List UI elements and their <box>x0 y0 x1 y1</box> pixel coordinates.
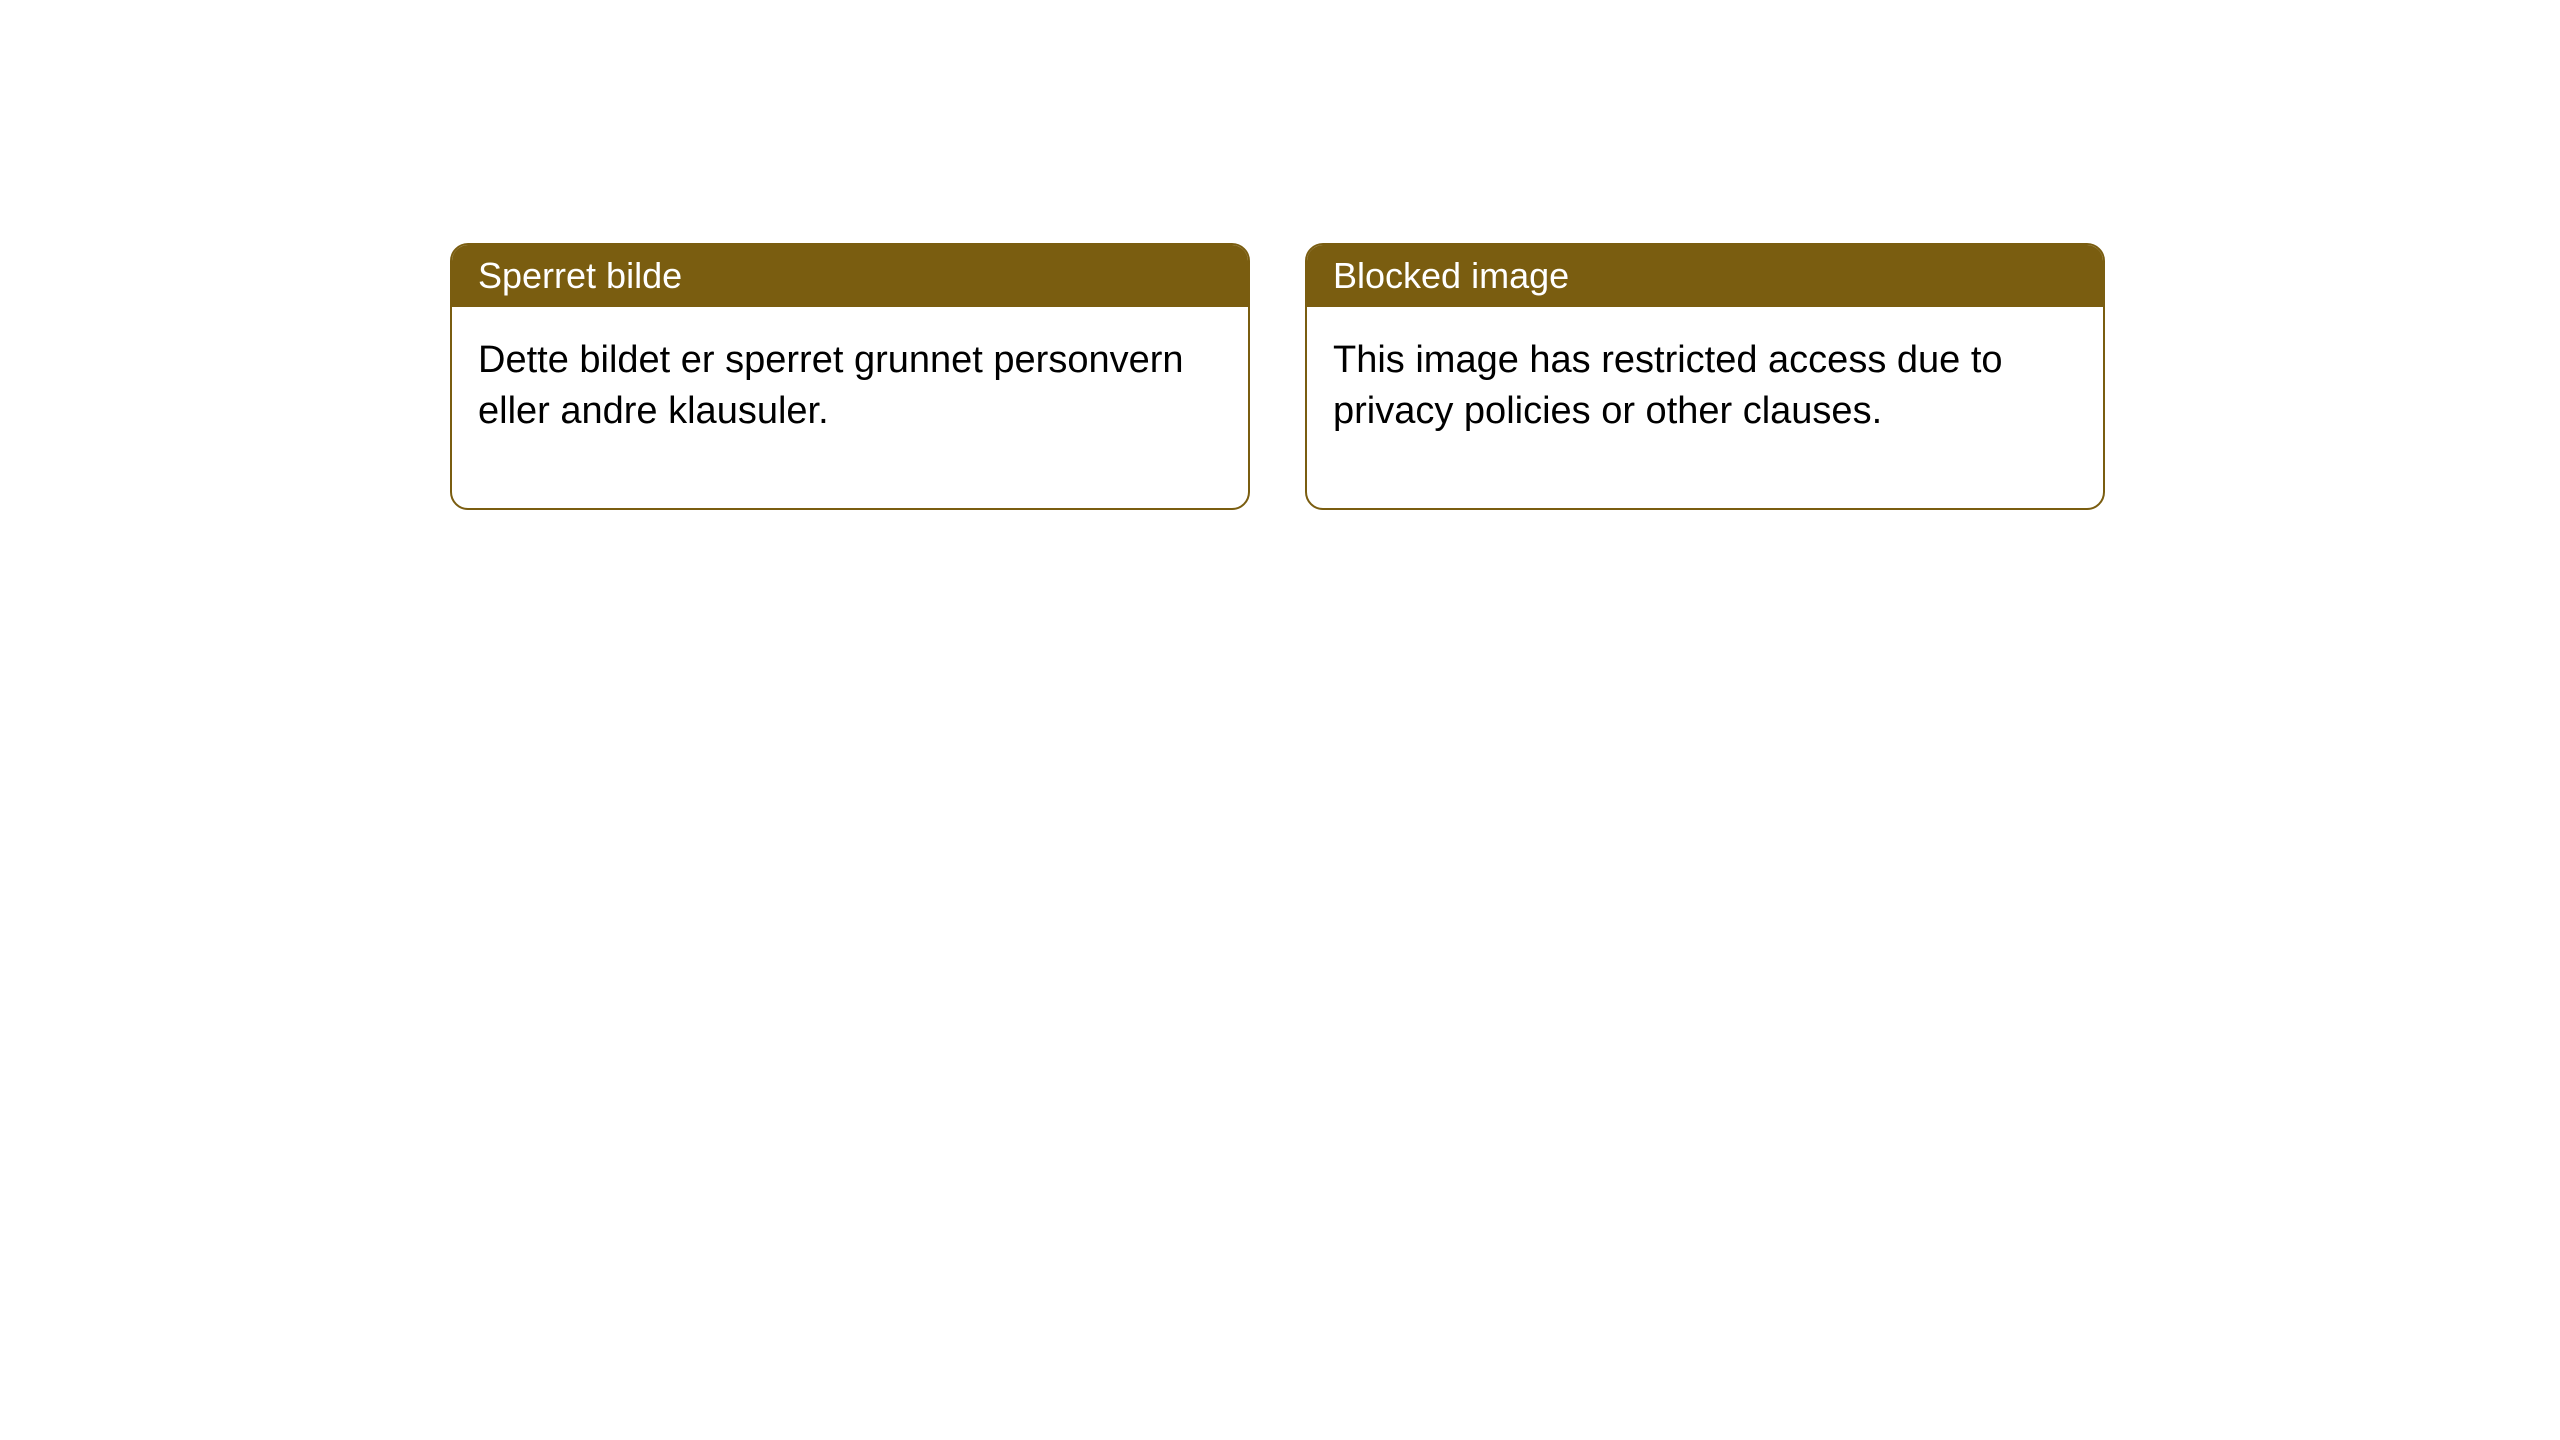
notice-title: Sperret bilde <box>452 245 1248 307</box>
notice-cards-container: Sperret bilde Dette bildet er sperret gr… <box>450 243 2105 510</box>
notice-title: Blocked image <box>1307 245 2103 307</box>
notice-body: Dette bildet er sperret grunnet personve… <box>452 307 1248 508</box>
notice-card-norwegian: Sperret bilde Dette bildet er sperret gr… <box>450 243 1250 510</box>
notice-card-english: Blocked image This image has restricted … <box>1305 243 2105 510</box>
notice-body: This image has restricted access due to … <box>1307 307 2103 508</box>
